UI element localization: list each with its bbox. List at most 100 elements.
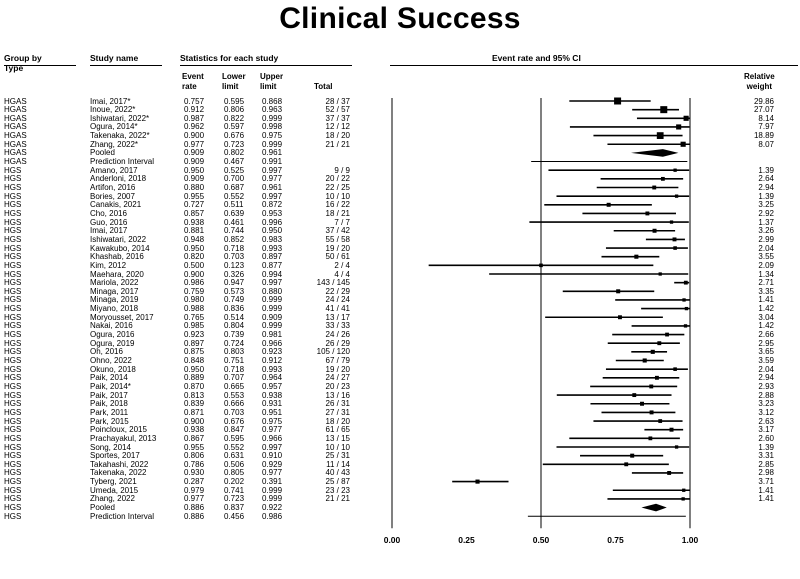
row-relative-weight: 2.66 xyxy=(758,330,774,340)
row-study-name: Ogura, 2014* xyxy=(90,122,138,132)
row-study-name: Miyano, 2018 xyxy=(90,304,139,314)
row-upper-limit: 0.999 xyxy=(262,304,283,314)
row-total: 18 / 20 xyxy=(325,416,350,426)
row-study-name: Pooled xyxy=(90,503,115,513)
row-upper-limit: 0.931 xyxy=(262,399,283,409)
row-lower-limit: 0.805 xyxy=(224,468,245,478)
row-group-label: HGS xyxy=(4,217,22,227)
row-event-rate: 0.839 xyxy=(184,399,205,409)
row-study-name: Amano, 2017 xyxy=(90,165,138,175)
row-total: 25 / 87 xyxy=(325,477,350,487)
row-study-name: Moryousset, 2017 xyxy=(90,312,154,322)
row-event-rate: 0.287 xyxy=(184,477,205,487)
row-lower-limit: 0.723 xyxy=(224,139,245,149)
row-upper-limit: 0.922 xyxy=(262,503,283,513)
row-event-rate: 0.886 xyxy=(184,511,205,521)
row-lower-limit: 0.718 xyxy=(224,364,245,374)
row-lower-limit: 0.804 xyxy=(224,321,245,331)
row-lower-limit: 0.822 xyxy=(224,113,245,123)
row-lower-limit: 0.552 xyxy=(224,442,245,452)
row-group-label: HGS xyxy=(4,364,22,374)
row-event-rate: 0.987 xyxy=(184,113,205,123)
row-relative-weight: 27.07 xyxy=(753,105,774,115)
point-estimate xyxy=(654,375,659,380)
row-group-label: HGS xyxy=(4,503,22,513)
row-relative-weight: 3.35 xyxy=(758,286,774,296)
point-estimate xyxy=(673,168,677,172)
row-group-label: HGAS xyxy=(4,113,27,123)
row-total: 26 / 31 xyxy=(325,399,350,409)
row-event-rate: 0.806 xyxy=(184,451,205,461)
point-estimate xyxy=(683,280,688,285)
row-group-label: HGS xyxy=(4,433,22,443)
row-group-label: HGS xyxy=(4,485,22,495)
point-estimate xyxy=(676,124,682,130)
row-relative-weight: 3.65 xyxy=(758,347,774,357)
row-group-label: HGS xyxy=(4,321,22,331)
row-relative-weight: 2.09 xyxy=(758,260,774,270)
row-total: 33 / 33 xyxy=(325,321,350,331)
row-study-name: Tyberg, 2021 xyxy=(90,477,137,487)
row-total: 41 / 41 xyxy=(325,304,350,314)
row-group-label: HGS xyxy=(4,356,22,365)
group-header-underline xyxy=(4,65,76,66)
row-study-name: Inoue, 2022* xyxy=(90,105,136,115)
row-group-label: HGAS xyxy=(4,139,27,149)
row-event-rate: 0.962 xyxy=(184,122,205,132)
study-name-header: Study name xyxy=(90,53,139,63)
row-upper-limit: 0.997 xyxy=(262,165,283,175)
pooled-diamond xyxy=(630,149,679,157)
row-lower-limit: 0.947 xyxy=(224,278,245,288)
plot-header-underline xyxy=(390,65,798,66)
row-lower-limit: 0.202 xyxy=(224,477,245,487)
row-group-label: HGS xyxy=(4,278,22,288)
row-lower-limit: 0.700 xyxy=(224,174,245,184)
row-lower-limit: 0.707 xyxy=(224,373,245,383)
row-event-rate: 0.870 xyxy=(184,381,205,391)
row-relative-weight: 29.86 xyxy=(753,96,774,106)
row-event-rate: 0.857 xyxy=(184,208,205,218)
row-relative-weight: 2.04 xyxy=(758,243,774,253)
row-upper-limit: 0.909 xyxy=(262,312,283,322)
row-total: 22 / 25 xyxy=(325,183,350,192)
row-relative-weight: 3.71 xyxy=(758,477,774,487)
point-estimate xyxy=(673,367,677,371)
row-lower-limit: 0.852 xyxy=(224,234,245,244)
row-group-label: HGS xyxy=(4,330,22,340)
row-upper-limit: 0.998 xyxy=(262,122,283,132)
row-study-name: Artifon, 2016 xyxy=(90,183,136,192)
point-estimate xyxy=(680,141,686,147)
row-event-rate: 0.500 xyxy=(184,260,205,270)
row-relative-weight: 3.31 xyxy=(758,451,774,461)
row-lower-limit: 0.837 xyxy=(224,503,245,513)
row-upper-limit: 0.391 xyxy=(262,477,283,487)
row-lower-limit: 0.595 xyxy=(224,96,245,106)
row-lower-limit: 0.553 xyxy=(224,390,245,400)
row-lower-limit: 0.676 xyxy=(224,416,245,426)
row-lower-limit: 0.806 xyxy=(224,105,245,115)
row-total: 12 / 12 xyxy=(325,122,350,132)
row-lower-limit: 0.631 xyxy=(224,451,245,461)
row-total: 26 / 29 xyxy=(325,338,350,348)
row-group-label: HGS xyxy=(4,511,22,521)
row-upper-limit: 0.880 xyxy=(262,286,283,296)
x-tick-label: 1.00 xyxy=(682,535,699,545)
row-total: 55 / 58 xyxy=(325,234,350,244)
row-event-rate: 0.727 xyxy=(184,200,205,210)
row-relative-weight: 2.98 xyxy=(758,468,774,478)
row-event-rate: 0.875 xyxy=(184,347,205,357)
row-lower-limit: 0.802 xyxy=(224,148,245,158)
row-study-name: Prachayakul, 2013 xyxy=(90,433,157,443)
row-group-label: HGS xyxy=(4,269,22,279)
row-total: 23 / 23 xyxy=(325,485,350,495)
row-relative-weight: 18.89 xyxy=(753,131,774,141)
row-lower-limit: 0.744 xyxy=(224,226,245,236)
row-upper-limit: 0.964 xyxy=(262,373,283,383)
point-estimate xyxy=(682,298,686,302)
point-estimate xyxy=(475,479,480,484)
row-event-rate: 0.985 xyxy=(184,321,205,331)
row-study-name: Paik, 2014* xyxy=(90,381,131,391)
row-relative-weight: 3.59 xyxy=(758,356,774,365)
row-upper-limit: 0.961 xyxy=(262,148,283,158)
row-lower-limit: 0.739 xyxy=(224,330,245,340)
